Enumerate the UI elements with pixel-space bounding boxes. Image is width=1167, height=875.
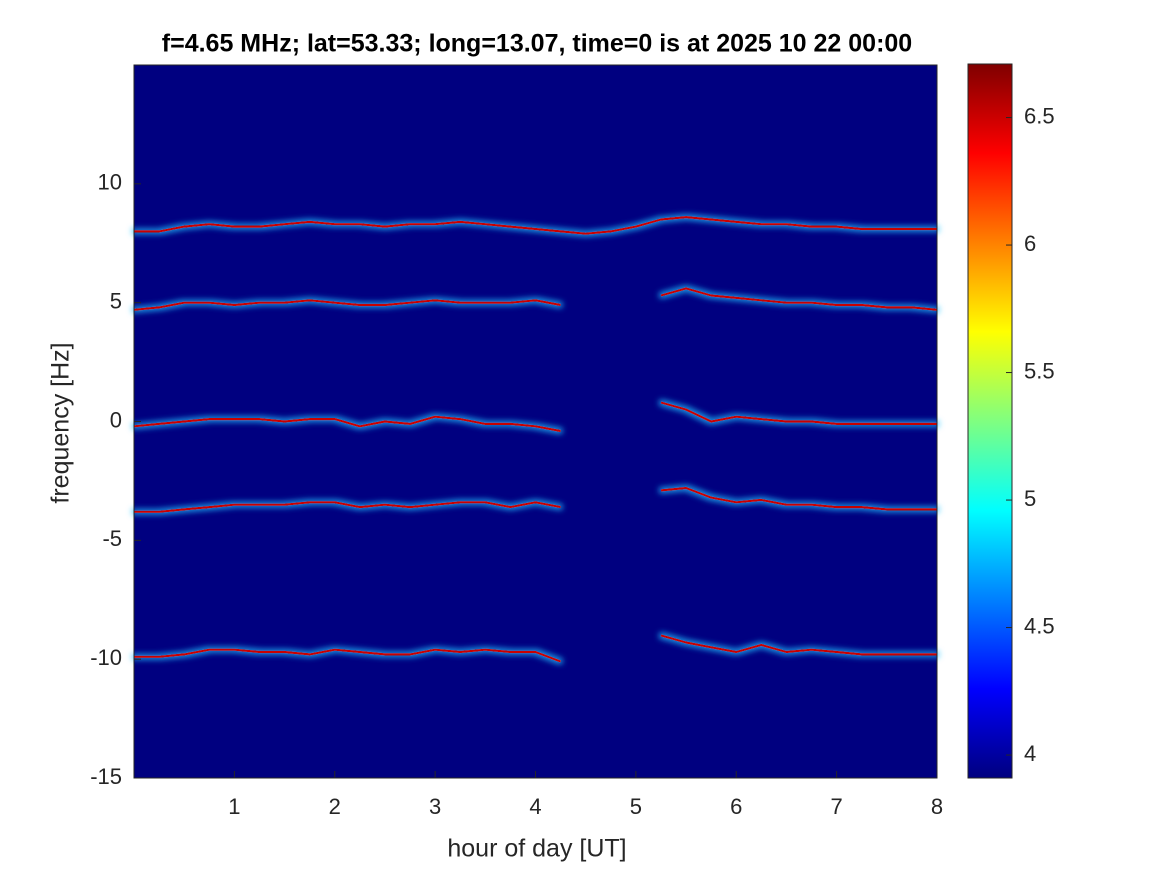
colorbar-tick-label: 6.5 xyxy=(1024,103,1055,128)
y-tick-label: 0 xyxy=(110,407,122,432)
colorbar-tick-label: 4.5 xyxy=(1024,613,1055,638)
trace xyxy=(660,486,937,511)
x-tick-label: 5 xyxy=(630,794,642,819)
x-axis-label: hour of day [UT] xyxy=(447,835,626,863)
trace xyxy=(660,634,937,656)
x-tick-label: 8 xyxy=(931,794,943,819)
y-tick-label: 5 xyxy=(110,288,122,313)
trace xyxy=(133,299,561,311)
trace xyxy=(134,648,561,663)
x-tick-label: 2 xyxy=(329,794,341,819)
trace xyxy=(660,401,937,425)
trace xyxy=(134,501,561,513)
colorbar-tick-label: 6 xyxy=(1024,231,1036,256)
x-tick-label: 6 xyxy=(730,794,742,819)
trace xyxy=(660,287,938,311)
x-tick-label: 3 xyxy=(429,794,441,819)
y-axis-label: frequency [Hz] xyxy=(47,342,75,503)
y-tick-label: -10 xyxy=(90,645,122,670)
y-tick-label: 10 xyxy=(98,170,122,195)
colorbar-tick-label: 4 xyxy=(1024,741,1036,766)
x-tick-label: 1 xyxy=(228,794,240,819)
colorbar-tick-label: 5.5 xyxy=(1024,358,1055,383)
trace xyxy=(133,415,561,433)
x-tick-label: 4 xyxy=(529,794,541,819)
y-tick-label: -15 xyxy=(90,764,122,789)
trace xyxy=(134,216,937,235)
colorbar-tick-label: 5 xyxy=(1024,486,1036,511)
y-tick-label: -5 xyxy=(102,526,122,551)
colorbar xyxy=(967,63,1013,779)
chart-title: f=4.65 MHz; lat=53.33; long=13.07, time=… xyxy=(162,30,912,58)
x-tick-label: 7 xyxy=(831,794,843,819)
